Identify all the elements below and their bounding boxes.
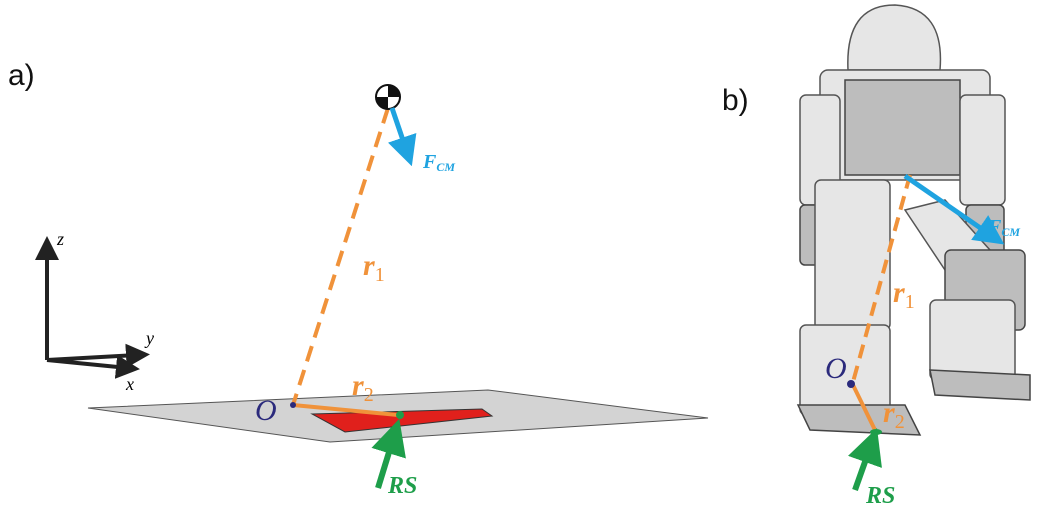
- origin-point: [290, 402, 296, 408]
- reaction-label: RS: [387, 473, 417, 499]
- symbol: r: [352, 369, 364, 402]
- panel-b: b) FCM r1 r2 O RS: [722, 5, 1030, 509]
- r1-label: r1: [893, 276, 915, 313]
- panel-a: a) z y x FCM r1 r2 O RS: [8, 59, 708, 499]
- symbol: F: [987, 216, 1002, 238]
- subscript: 1: [905, 291, 915, 313]
- x-axis: [47, 360, 128, 368]
- subscript: 1: [375, 264, 385, 286]
- force-cm-label: FCM: [422, 151, 455, 174]
- r2-label: r2: [883, 396, 905, 433]
- subscript: 2: [895, 411, 905, 433]
- origin-label: O: [825, 352, 847, 385]
- z-label: z: [56, 229, 64, 249]
- force-cm-arrow: [392, 108, 407, 152]
- symbol: r: [893, 276, 905, 309]
- r1-label: r1: [363, 249, 385, 286]
- r2-label: r2: [352, 369, 374, 406]
- symbol: r: [883, 396, 895, 429]
- panel-label: b): [722, 84, 749, 117]
- y-axis: [47, 355, 138, 360]
- subscript: CM: [1001, 225, 1020, 239]
- x-label: x: [125, 374, 134, 394]
- y-label: y: [144, 328, 154, 348]
- symbol: F: [422, 151, 437, 173]
- origin-point: [847, 380, 855, 388]
- origin-label: O: [255, 394, 277, 427]
- pressure-point: [870, 429, 882, 435]
- cm-symbol: [376, 85, 400, 109]
- pressure-point: [396, 411, 404, 419]
- reaction-label: RS: [865, 483, 895, 509]
- symbol: r: [363, 249, 375, 282]
- panel-label: a): [8, 59, 35, 92]
- subscript: CM: [436, 160, 455, 174]
- subscript: 2: [364, 384, 374, 406]
- figure: a) z y x FCM r1 r2 O RS b): [0, 0, 1039, 509]
